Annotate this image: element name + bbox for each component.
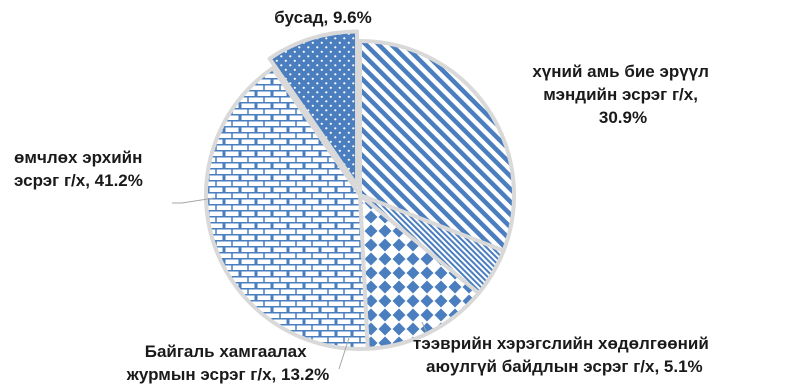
pie-slice-environment <box>358 193 481 351</box>
pie-slice-health <box>358 39 516 253</box>
leader-line-vehicle <box>421 321 427 332</box>
leader-line-property <box>172 197 215 204</box>
pie-slice-other <box>267 29 360 188</box>
pie-slice-property <box>204 66 370 351</box>
slice-label-vehicle: тээврийн хэрэгслийн хөдөлгөөний аюулгүй … <box>413 334 714 376</box>
slice-label-health: хүний амь бие эрүүл мэндийн эсрэг г/х, 3… <box>532 62 713 127</box>
slice-label-property: өмчлөх эрхийн эсрэг г/х, 41.2% <box>14 148 147 190</box>
leader-line-environment <box>338 337 350 370</box>
slice-label-environment: Байгаль хамгаалах журмын эсрэг г/х, 13.2… <box>126 342 329 384</box>
slice-label-other: бусад, 9.6% <box>274 8 371 27</box>
